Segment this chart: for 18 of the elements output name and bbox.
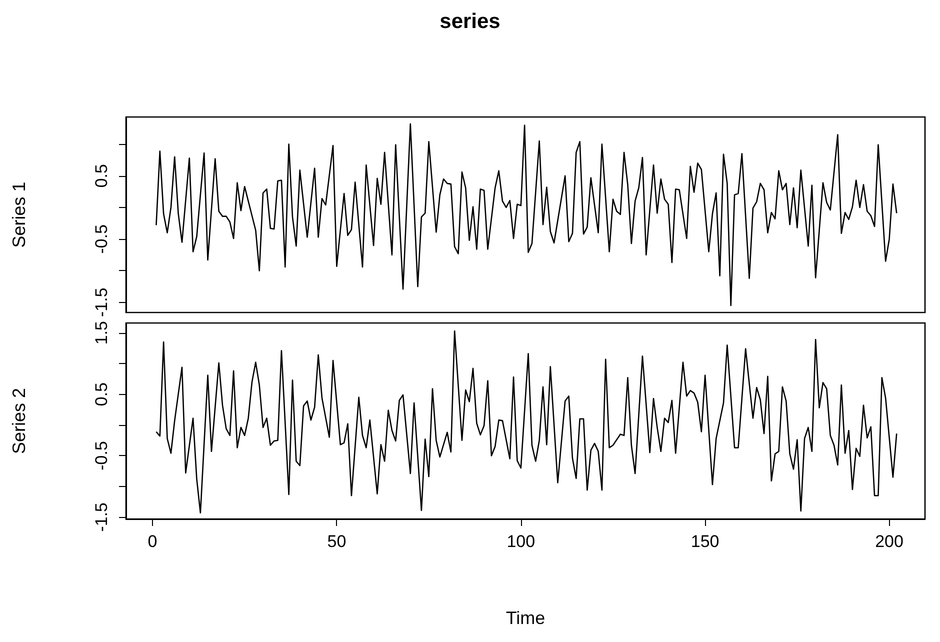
y-tick-label: -0.5 bbox=[92, 441, 111, 470]
line-series bbox=[156, 123, 898, 306]
line-series bbox=[156, 330, 898, 514]
y-tick-label: -1.5 bbox=[92, 288, 111, 317]
y-tick-label: 1.5 bbox=[92, 320, 111, 345]
x-tick-label: 200 bbox=[875, 532, 904, 551]
chart-title: series bbox=[440, 10, 500, 33]
x-tick-label: 150 bbox=[690, 532, 720, 551]
y-axis-title: Series 1 bbox=[9, 182, 29, 248]
x-axis-title: Time bbox=[506, 608, 546, 628]
y-axis-title: Series 2 bbox=[9, 388, 29, 454]
x-tick-label: 50 bbox=[327, 532, 346, 551]
y-tick-label: 0.5 bbox=[92, 164, 111, 188]
x-tick-label: 100 bbox=[506, 532, 536, 551]
x-tick-label: 0 bbox=[148, 532, 158, 551]
y-tick-label: -0.5 bbox=[92, 224, 111, 254]
y-tick-label: 0.5 bbox=[92, 382, 111, 406]
y-tick-label: -1.5 bbox=[92, 502, 111, 532]
